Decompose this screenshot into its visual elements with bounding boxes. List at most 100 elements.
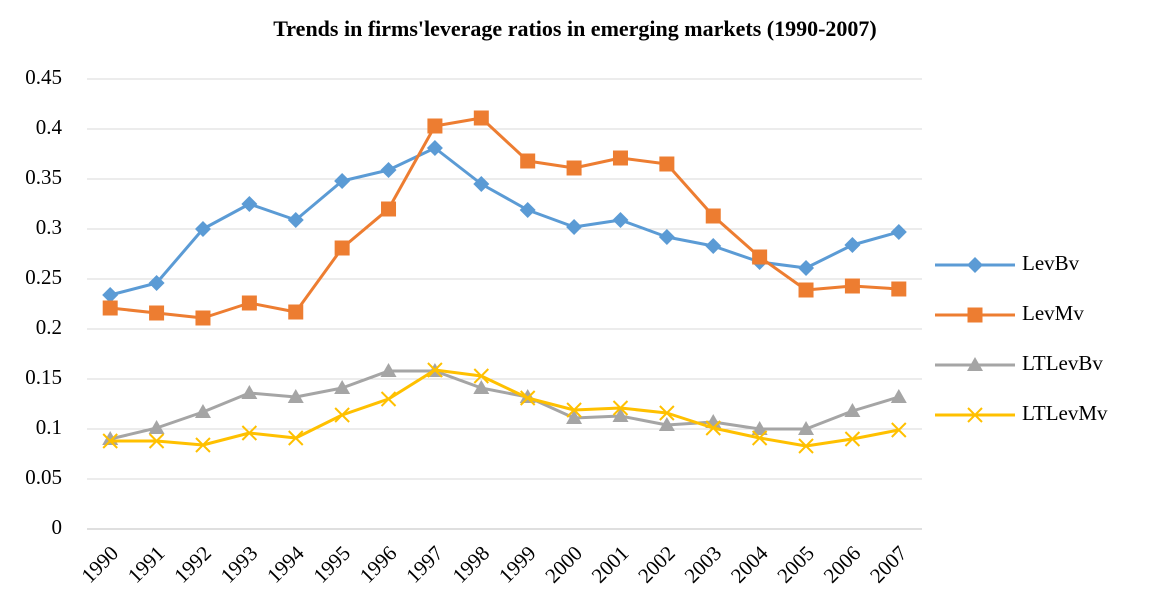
data-point	[798, 438, 814, 454]
data-point	[102, 300, 118, 316]
x-tick-label: 2002	[633, 541, 680, 588]
data-point	[844, 403, 861, 417]
data-point	[102, 433, 118, 449]
data-point	[241, 385, 258, 399]
y-tick-label: 0.2	[36, 315, 62, 339]
legend-marker	[967, 257, 983, 273]
data-point	[891, 281, 907, 297]
x-tick-label: 1998	[448, 541, 495, 588]
data-point	[705, 208, 721, 224]
data-point	[426, 140, 443, 156]
data-point	[241, 295, 257, 311]
x-tick-label: 1994	[262, 541, 309, 588]
x-tick-label: 1999	[494, 541, 541, 588]
data-point	[519, 390, 536, 406]
y-tick-label: 0.4	[36, 115, 63, 139]
data-point	[798, 260, 815, 276]
legend-label: LevMv	[1022, 301, 1084, 325]
data-point	[149, 305, 165, 321]
data-point	[380, 162, 397, 178]
data-point	[195, 310, 211, 326]
legend-marker	[967, 407, 983, 423]
data-point	[612, 400, 629, 416]
x-tick-label: 1992	[169, 541, 216, 588]
data-point	[566, 402, 582, 418]
data-point	[658, 417, 675, 431]
data-point	[612, 212, 629, 228]
x-tick-label: 2001	[587, 541, 634, 588]
data-point	[705, 420, 721, 436]
data-point	[658, 229, 675, 245]
data-point	[612, 150, 628, 166]
data-point	[890, 389, 907, 403]
series-line	[109, 369, 900, 441]
data-point	[473, 380, 490, 394]
data-point	[844, 278, 860, 294]
x-tick-label: 1990	[76, 541, 123, 588]
data-point	[891, 422, 907, 438]
y-tick-label: 0.45	[25, 65, 62, 89]
data-point	[148, 275, 165, 291]
data-point	[334, 240, 350, 256]
data-point	[194, 221, 211, 237]
x-tick-label: 1996	[355, 541, 402, 588]
legend-label: LTLevBv	[1022, 351, 1103, 375]
data-point	[659, 405, 675, 421]
y-tick-label: 0.25	[25, 265, 62, 289]
x-tick-label: 2004	[726, 541, 773, 588]
data-point	[241, 425, 258, 441]
chart-title: Trends in firms'leverage ratios in emerg…	[273, 16, 876, 41]
x-tick-label: 2005	[772, 541, 819, 588]
data-point	[473, 110, 489, 126]
x-tick-label: 2000	[540, 541, 587, 588]
legend-label: LevBv	[1022, 251, 1080, 275]
data-point	[287, 212, 304, 228]
data-point	[473, 368, 490, 384]
data-point	[334, 173, 351, 189]
data-point	[381, 201, 397, 217]
data-point	[148, 420, 165, 434]
data-point	[334, 407, 350, 423]
legend-marker	[967, 357, 983, 371]
data-point	[194, 404, 211, 418]
data-point	[288, 304, 304, 320]
data-point	[241, 196, 258, 212]
data-point	[102, 287, 119, 303]
data-point	[798, 421, 815, 435]
y-tick-label: 0.1	[36, 415, 62, 439]
legend-label: LTLevMv	[1022, 401, 1108, 425]
data-point	[752, 249, 768, 265]
data-point	[844, 237, 861, 253]
y-tick-label: 0.15	[25, 365, 62, 389]
data-point	[520, 153, 536, 169]
data-point	[287, 389, 304, 403]
data-point	[519, 202, 536, 218]
data-point	[427, 118, 443, 134]
data-point	[751, 430, 768, 446]
data-point	[798, 282, 814, 298]
data-point	[566, 160, 582, 176]
x-tick-label: 1991	[123, 541, 170, 588]
data-point	[288, 430, 304, 446]
legend-marker	[967, 307, 983, 323]
data-point	[659, 156, 675, 172]
data-point	[566, 410, 583, 424]
data-point	[195, 437, 211, 453]
x-tick-label: 2003	[680, 541, 727, 588]
series-line	[110, 116, 899, 320]
y-tick-label: 0.05	[25, 465, 62, 489]
x-tick-label: 1995	[308, 541, 355, 588]
data-point	[148, 433, 165, 449]
y-tick-label: 0.35	[25, 165, 62, 189]
x-tick-label: 1997	[401, 541, 448, 588]
series-line	[110, 368, 900, 448]
x-tick-label: 2007	[865, 541, 912, 588]
y-tick-label: 0.3	[36, 215, 62, 239]
x-tick-label: 1993	[216, 541, 263, 588]
data-point	[890, 224, 907, 240]
data-point	[427, 362, 443, 378]
x-tick-label: 2006	[819, 541, 866, 588]
data-point	[380, 363, 397, 377]
data-point	[844, 431, 861, 447]
